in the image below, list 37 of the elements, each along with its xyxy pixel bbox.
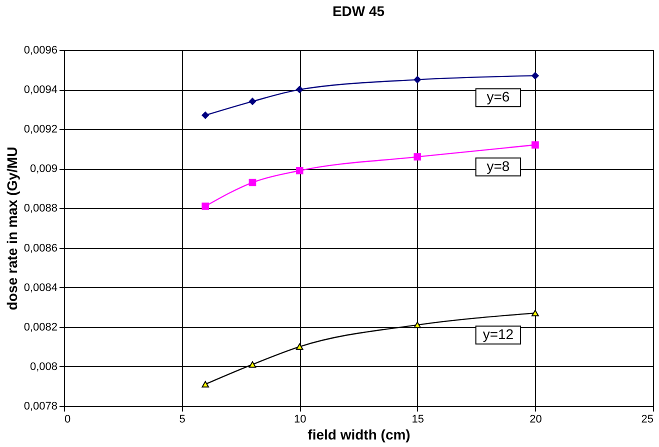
point	[532, 310, 539, 316]
y-tick-label: 0,0082	[24, 321, 58, 334]
point	[202, 202, 210, 210]
point	[532, 72, 539, 80]
point	[414, 322, 422, 328]
point	[414, 76, 422, 84]
point	[532, 141, 539, 149]
point	[202, 112, 210, 119]
point	[248, 178, 256, 186]
series-label: y=6	[486, 88, 510, 105]
x-tick-label: 5	[179, 414, 186, 426]
y-tick-label: 0,0096	[24, 44, 58, 56]
y-axis-title: dose rate in max (Gy/MU	[4, 146, 20, 310]
chart-title: EDW 45	[332, 3, 385, 19]
x-tick-label: 0	[64, 414, 71, 426]
y-tick-label: 0,0078	[24, 400, 58, 412]
y-tick-label: 0,0084	[24, 282, 58, 294]
point	[296, 166, 304, 174]
point	[296, 343, 304, 350]
y-tick-label: 0,0092	[24, 124, 58, 136]
x-tick-label: 15	[412, 414, 424, 426]
x-tick-label: 20	[530, 414, 542, 426]
point	[296, 86, 304, 94]
y-tick-label: 0,0088	[24, 202, 58, 215]
point	[202, 381, 210, 388]
x-tick-label: 10	[294, 414, 306, 426]
y-tick-label: 0,009	[30, 163, 58, 176]
series-label: y=8	[486, 158, 510, 174]
x-axis-title: field width (cm)	[308, 426, 410, 442]
series-label: y=12	[482, 326, 514, 342]
point	[248, 98, 256, 106]
y-tick-label: 0,008	[30, 360, 58, 373]
point	[248, 361, 256, 368]
y-tick-label: 0,0086	[24, 242, 58, 254]
y-tick-label: 0,0094	[24, 84, 58, 96]
point	[414, 153, 422, 160]
x-tick-label: 25	[641, 414, 654, 426]
